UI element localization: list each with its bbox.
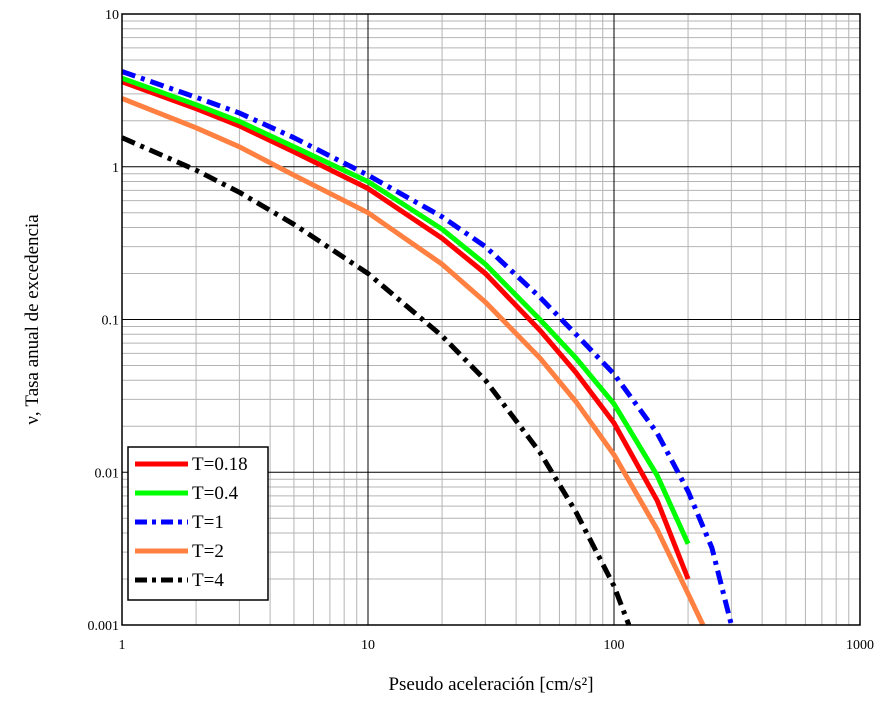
series-line-t-0-18 xyxy=(121,79,691,580)
x-tick-label: 10 xyxy=(361,638,375,653)
y-tick-label: 10 xyxy=(105,8,119,23)
series-line-t-2 xyxy=(121,96,706,627)
y-tick-label: 0.01 xyxy=(95,466,120,481)
legend-label: T=2 xyxy=(192,541,224,562)
y-tick-label: 0.001 xyxy=(88,619,120,634)
y-tick-label: 1 xyxy=(112,161,119,176)
x-axis-title: Pseudo aceleración [cm/s²] xyxy=(388,674,593,695)
tick-labels: 1 10 100 1000 10 1 0.1 0.01 0.001 xyxy=(88,8,875,653)
legend-label: T=4 xyxy=(192,570,224,591)
y-axis-title: ν, Tasa anual de excedencia xyxy=(22,214,43,425)
legend-box xyxy=(127,446,269,601)
series-line-t-1 xyxy=(121,69,734,626)
legend: T=0.18 T=0.4 T=1 T=2 T=4 xyxy=(127,446,269,601)
legend-label: T=1 xyxy=(192,512,224,533)
plot-frame xyxy=(121,13,861,626)
series-line-t-0-4 xyxy=(121,75,691,545)
x-tick-label: 1 xyxy=(119,638,126,653)
series-lines xyxy=(120,69,734,627)
x-tick-label: 100 xyxy=(604,638,625,653)
x-tick-label: 1000 xyxy=(846,638,874,653)
series-line-t-4 xyxy=(120,135,632,626)
y-tick-label: 0.1 xyxy=(102,314,120,329)
legend-label: T=0.4 xyxy=(192,483,239,504)
legend-label: T=0.18 xyxy=(192,454,248,475)
